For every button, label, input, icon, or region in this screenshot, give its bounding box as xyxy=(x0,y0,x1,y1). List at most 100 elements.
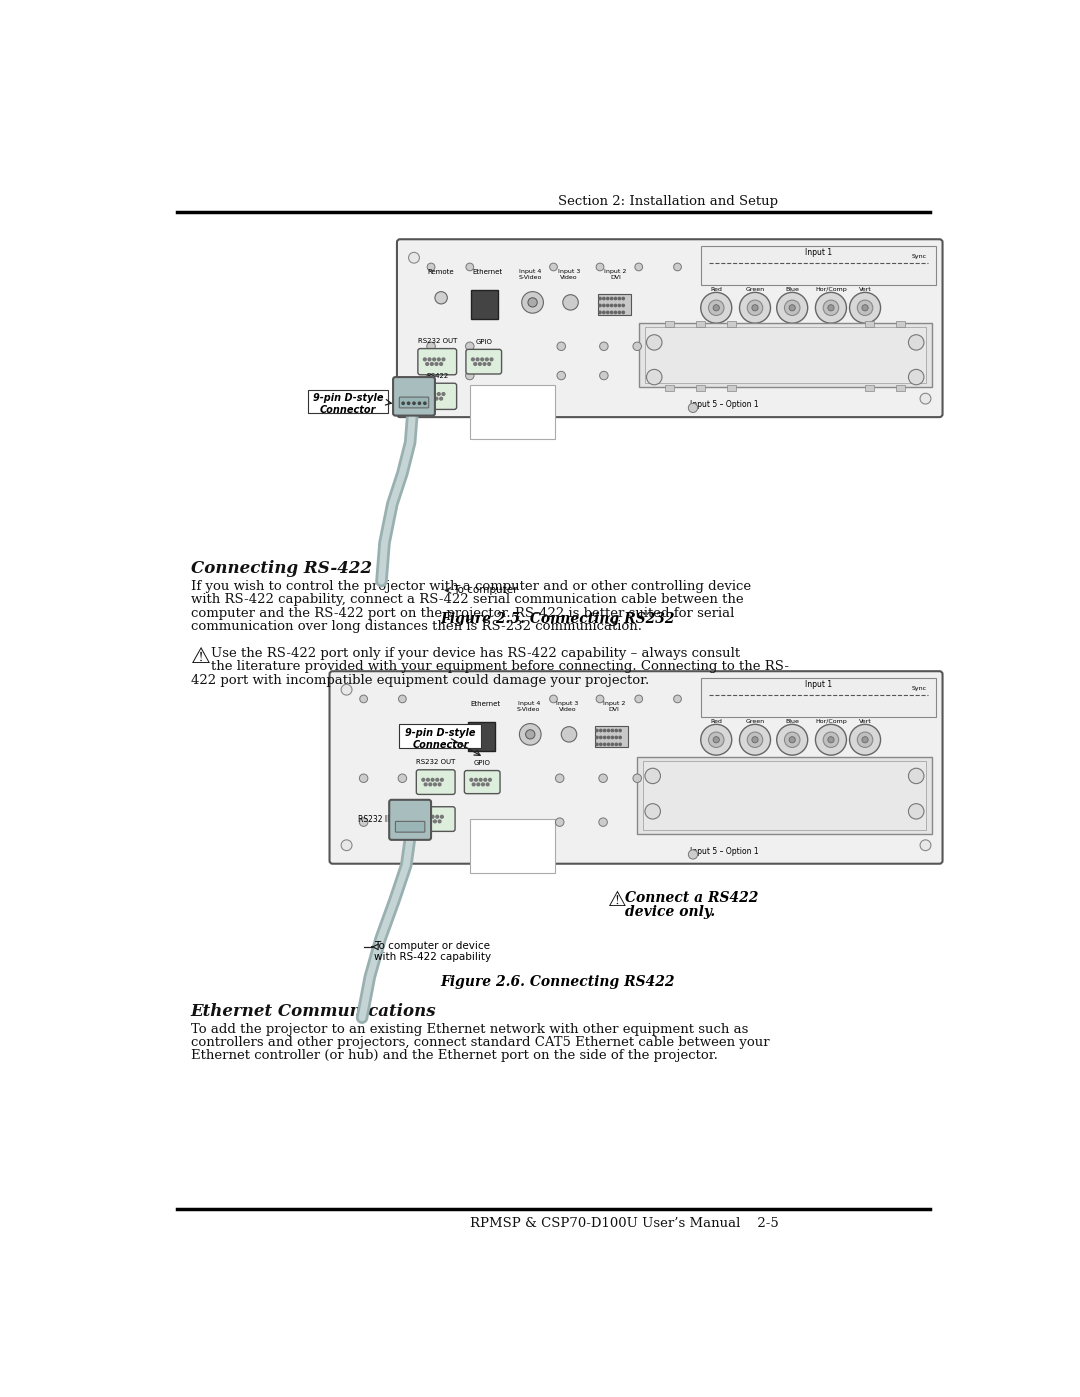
Text: Vert: Vert xyxy=(859,719,872,724)
Text: To computer: To computer xyxy=(453,585,517,595)
Circle shape xyxy=(618,298,621,300)
Circle shape xyxy=(399,817,407,827)
Text: Sync: Sync xyxy=(912,686,927,692)
Text: 9-pin D-style
Connector: 9-pin D-style Connector xyxy=(313,393,383,415)
Circle shape xyxy=(519,724,541,745)
Circle shape xyxy=(402,402,404,404)
Circle shape xyxy=(408,393,419,404)
Circle shape xyxy=(360,817,368,827)
Text: Section 2: Installation and Setup: Section 2: Installation and Setup xyxy=(558,194,779,208)
Text: To add the projector to an existing Ethernet network with other equipment such a: To add the projector to an existing Ethe… xyxy=(191,1023,748,1037)
Circle shape xyxy=(442,358,445,360)
Bar xyxy=(896,321,905,327)
Circle shape xyxy=(603,312,605,313)
FancyBboxPatch shape xyxy=(464,771,500,793)
Text: Figure 2.6. Connecting RS422: Figure 2.6. Connecting RS422 xyxy=(441,975,675,989)
Circle shape xyxy=(481,358,484,360)
Circle shape xyxy=(484,778,487,781)
Bar xyxy=(727,384,737,391)
Circle shape xyxy=(422,778,424,781)
Bar xyxy=(471,291,498,320)
Circle shape xyxy=(441,778,443,781)
Circle shape xyxy=(920,253,931,263)
Circle shape xyxy=(555,817,564,827)
Circle shape xyxy=(599,342,608,351)
Circle shape xyxy=(645,768,661,784)
Circle shape xyxy=(674,263,681,271)
Circle shape xyxy=(429,784,432,785)
Circle shape xyxy=(472,358,474,360)
Circle shape xyxy=(610,298,612,300)
Circle shape xyxy=(607,743,610,746)
Circle shape xyxy=(599,736,602,739)
Circle shape xyxy=(607,305,609,306)
Circle shape xyxy=(823,300,839,316)
Circle shape xyxy=(431,363,433,366)
Circle shape xyxy=(429,820,432,823)
Circle shape xyxy=(604,743,606,746)
Text: Blue: Blue xyxy=(785,286,799,292)
Circle shape xyxy=(474,778,477,781)
Circle shape xyxy=(596,743,598,746)
Bar xyxy=(644,761,926,830)
Circle shape xyxy=(633,342,642,351)
FancyBboxPatch shape xyxy=(397,239,943,418)
Circle shape xyxy=(418,402,420,404)
Circle shape xyxy=(413,402,415,404)
Text: Connect a RS422: Connect a RS422 xyxy=(625,891,758,905)
Circle shape xyxy=(557,372,566,380)
Circle shape xyxy=(740,725,770,756)
Circle shape xyxy=(478,363,482,366)
Circle shape xyxy=(598,774,607,782)
Text: Hor/Comp: Hor/Comp xyxy=(815,719,847,724)
Circle shape xyxy=(823,732,839,747)
Circle shape xyxy=(431,816,434,819)
FancyBboxPatch shape xyxy=(400,397,429,408)
Circle shape xyxy=(433,820,436,823)
Circle shape xyxy=(777,292,808,323)
FancyBboxPatch shape xyxy=(418,349,457,374)
Circle shape xyxy=(828,305,834,312)
Circle shape xyxy=(604,736,606,739)
Circle shape xyxy=(607,729,610,732)
Circle shape xyxy=(599,743,602,746)
Bar xyxy=(598,293,631,316)
Circle shape xyxy=(557,342,566,351)
Circle shape xyxy=(488,363,490,366)
Circle shape xyxy=(607,736,610,739)
Circle shape xyxy=(688,404,698,412)
Bar xyxy=(697,321,705,327)
Bar xyxy=(470,384,555,439)
Circle shape xyxy=(433,784,436,785)
Circle shape xyxy=(908,369,924,384)
Bar xyxy=(701,246,935,285)
Circle shape xyxy=(607,312,609,313)
Circle shape xyxy=(436,778,438,781)
Circle shape xyxy=(619,729,621,732)
Circle shape xyxy=(423,402,426,404)
Circle shape xyxy=(789,305,795,312)
Circle shape xyxy=(528,298,537,307)
Circle shape xyxy=(920,840,931,851)
FancyBboxPatch shape xyxy=(416,770,455,795)
Circle shape xyxy=(442,393,445,395)
Circle shape xyxy=(616,743,618,746)
Circle shape xyxy=(858,300,873,316)
Circle shape xyxy=(633,774,642,782)
Circle shape xyxy=(422,816,424,819)
Circle shape xyxy=(596,263,604,271)
Text: To computer or device: To computer or device xyxy=(374,942,489,951)
Circle shape xyxy=(622,312,624,313)
Circle shape xyxy=(647,369,662,384)
Text: If you wish to control the projector with a computer and or other controlling de: If you wish to control the projector wit… xyxy=(191,580,751,594)
Text: communication over long distances then is RS-232 communication.: communication over long distances then i… xyxy=(191,620,642,633)
Text: Ethernet Communications: Ethernet Communications xyxy=(191,1003,436,1020)
Circle shape xyxy=(408,253,419,263)
Circle shape xyxy=(427,372,435,380)
Circle shape xyxy=(674,696,681,703)
Bar xyxy=(697,384,705,391)
Text: RS422: RS422 xyxy=(427,373,448,379)
Circle shape xyxy=(423,358,427,360)
Bar xyxy=(896,384,905,391)
Circle shape xyxy=(598,817,607,827)
